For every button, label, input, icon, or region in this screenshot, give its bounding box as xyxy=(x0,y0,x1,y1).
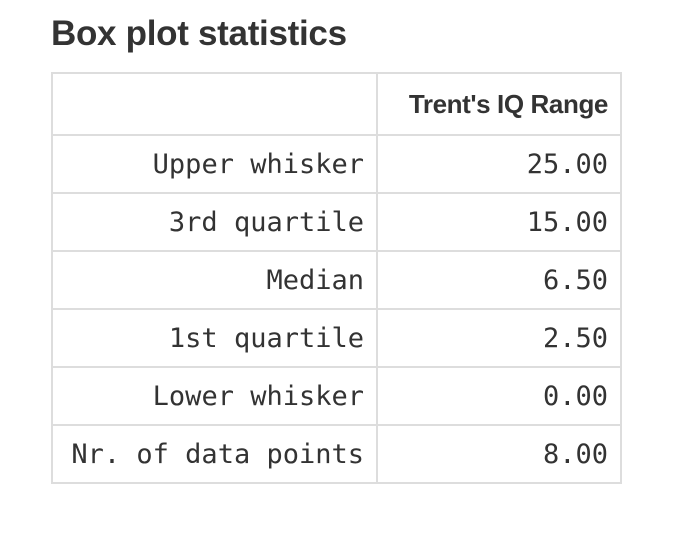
row-label: 1st quartile xyxy=(51,308,378,368)
row-value: 8.00 xyxy=(376,424,622,484)
row-label: Upper whisker xyxy=(51,134,378,194)
row-value: 25.00 xyxy=(376,134,622,194)
row-label: Nr. of data points xyxy=(51,424,378,484)
row-value: 6.50 xyxy=(376,250,622,310)
page-title: Box plot statistics xyxy=(51,14,347,53)
table-row: Nr. of data points 8.00 xyxy=(51,424,622,484)
row-value: 15.00 xyxy=(376,192,622,252)
table-row: Median 6.50 xyxy=(51,250,622,310)
table-header-row: Trent's IQ Range xyxy=(51,72,622,136)
row-value: 2.50 xyxy=(376,308,622,368)
row-label: Lower whisker xyxy=(51,366,378,426)
table-row: Upper whisker 25.00 xyxy=(51,134,622,194)
row-label: 3rd quartile xyxy=(51,192,378,252)
value-column-header: Trent's IQ Range xyxy=(376,72,622,136)
row-value: 0.00 xyxy=(376,366,622,426)
table-row: Lower whisker 0.00 xyxy=(51,366,622,426)
row-label: Median xyxy=(51,250,378,310)
statistics-table: Trent's IQ Range Upper whisker 25.00 3rd… xyxy=(51,72,622,484)
label-column-header xyxy=(51,72,378,136)
table-row: 1st quartile 2.50 xyxy=(51,308,622,368)
table-row: 3rd quartile 15.00 xyxy=(51,192,622,252)
